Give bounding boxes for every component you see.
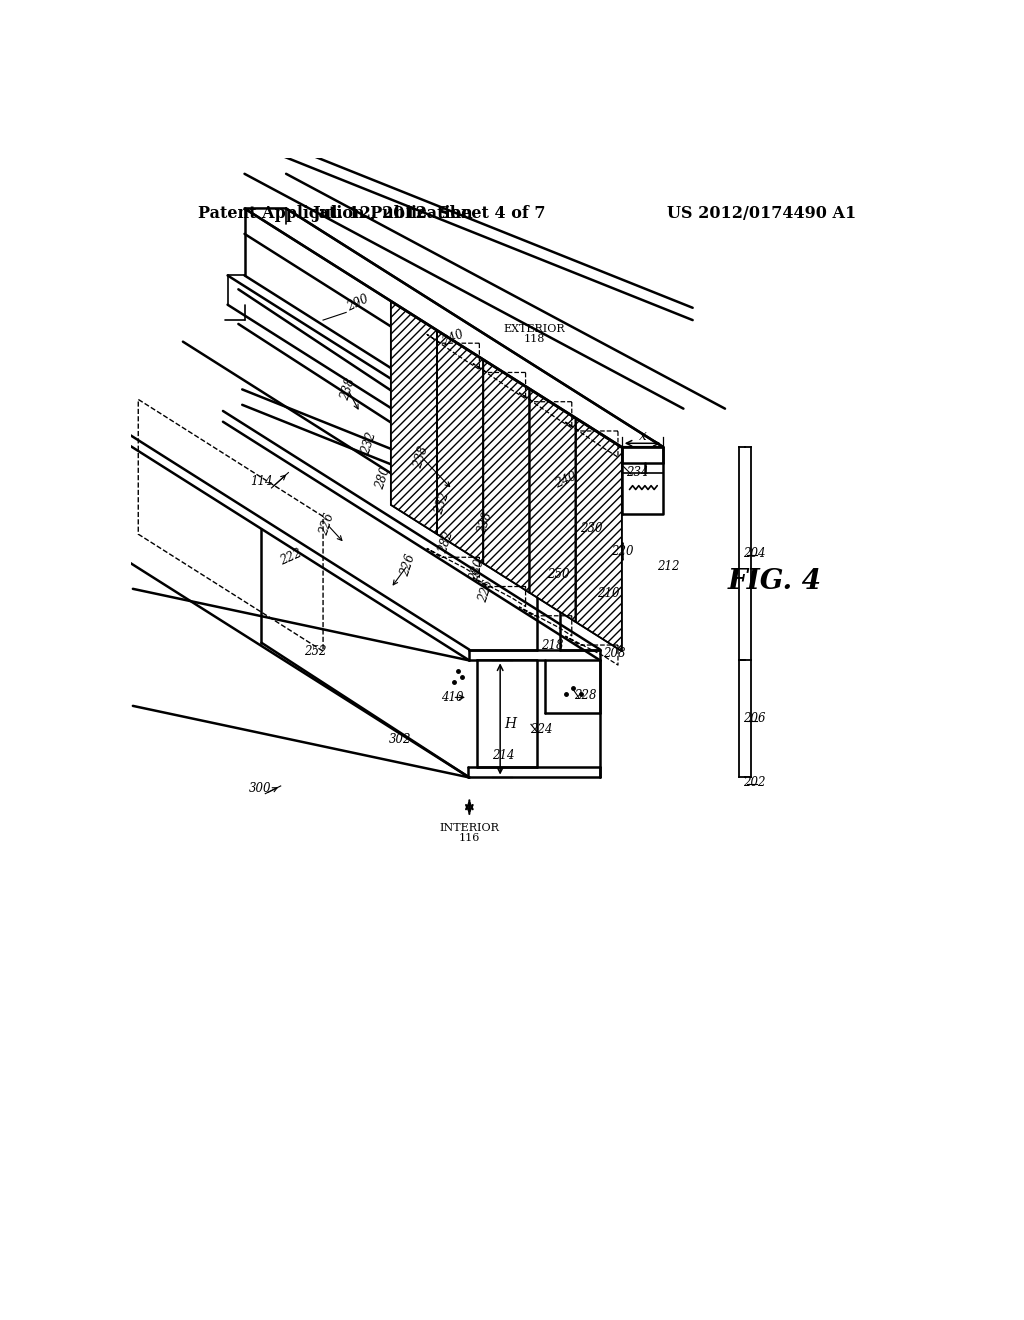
Text: INTERIOR: INTERIOR [439, 824, 500, 833]
Text: US 2012/0174490 A1: US 2012/0174490 A1 [668, 206, 857, 222]
Text: 238: 238 [412, 445, 431, 470]
Text: 226: 226 [476, 578, 496, 603]
Text: EXTERIOR: EXTERIOR [503, 325, 565, 334]
Text: 234: 234 [626, 466, 648, 479]
Text: 250: 250 [547, 568, 569, 581]
Text: 232: 232 [359, 430, 379, 455]
Text: 280: 280 [374, 465, 393, 491]
Polygon shape [529, 389, 575, 622]
Text: 410: 410 [441, 690, 464, 704]
Text: x: x [639, 429, 646, 442]
Text: H: H [504, 717, 516, 731]
Text: 302: 302 [389, 733, 412, 746]
Text: 226: 226 [398, 552, 418, 578]
Polygon shape [483, 360, 529, 593]
Text: 240: 240 [553, 470, 579, 491]
Text: 212: 212 [656, 560, 679, 573]
Text: 290: 290 [345, 293, 371, 314]
Text: 240: 240 [439, 329, 465, 348]
Text: Patent Application Publication: Patent Application Publication [199, 206, 473, 222]
Text: 218: 218 [542, 639, 564, 652]
Polygon shape [437, 331, 483, 564]
Polygon shape [391, 302, 437, 535]
Text: FIG. 4: FIG. 4 [727, 569, 821, 595]
Polygon shape [245, 209, 664, 447]
Text: 118: 118 [523, 334, 545, 343]
Text: 214: 214 [492, 748, 514, 762]
Text: 252: 252 [304, 644, 327, 657]
Text: 220: 220 [610, 545, 633, 557]
Text: 202: 202 [743, 776, 766, 788]
Text: 238: 238 [338, 376, 357, 403]
Text: Jul. 12, 2012  Sheet 4 of 7: Jul. 12, 2012 Sheet 4 of 7 [311, 206, 546, 222]
Text: 232: 232 [433, 491, 452, 516]
Text: 226: 226 [317, 511, 337, 537]
Text: 228: 228 [573, 689, 596, 702]
Text: 204: 204 [743, 546, 766, 560]
Text: 114: 114 [250, 475, 272, 488]
Text: 210: 210 [597, 587, 620, 601]
Text: 282: 282 [436, 529, 456, 554]
Text: 222: 222 [278, 546, 304, 568]
Text: 224: 224 [529, 723, 552, 737]
Text: 116: 116 [459, 833, 480, 842]
Text: 230: 230 [580, 521, 602, 535]
Text: 238: 238 [475, 511, 495, 536]
Text: 206: 206 [743, 713, 766, 726]
Text: 300: 300 [249, 781, 271, 795]
Text: 280: 280 [467, 557, 486, 583]
Text: 208: 208 [603, 647, 626, 660]
Polygon shape [575, 418, 622, 651]
